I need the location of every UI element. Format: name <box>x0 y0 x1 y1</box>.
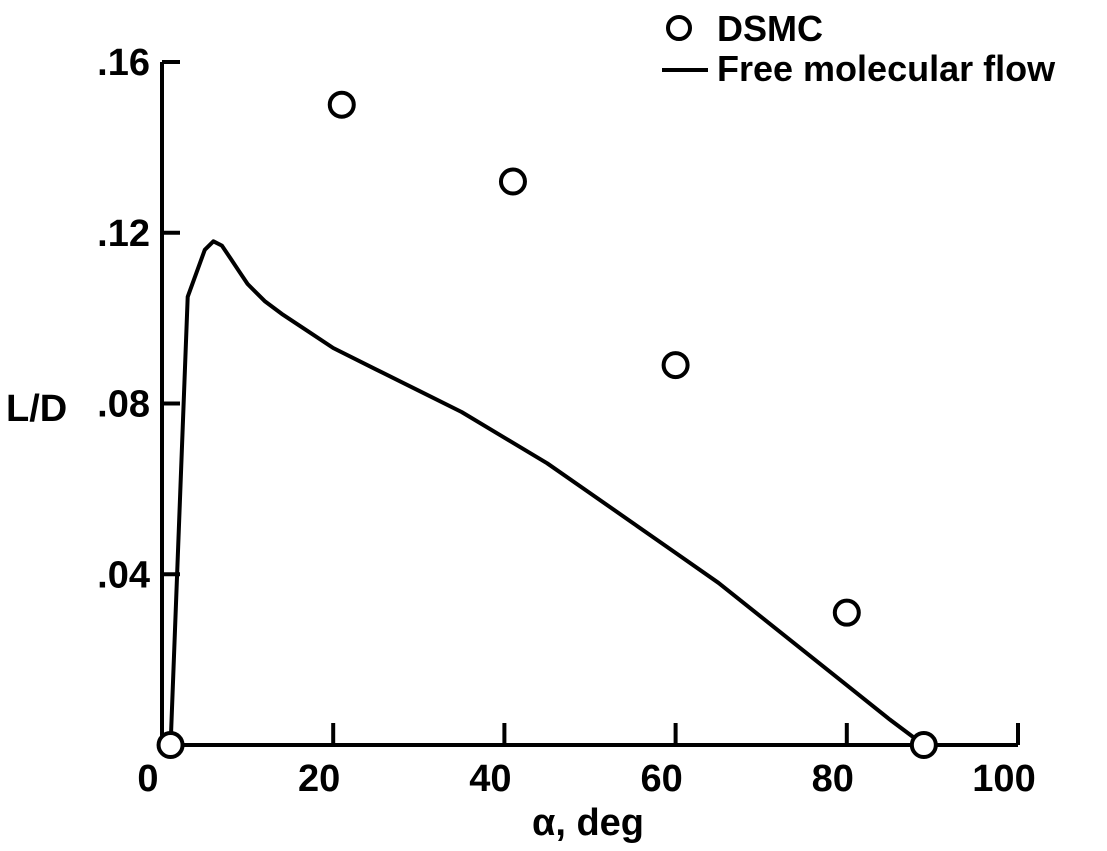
x-axis-ticks: 0 20 40 60 80 100 <box>137 723 1036 800</box>
dsmc-point <box>156 731 185 759</box>
legend-free-molecular-flow-label: Free molecular flow <box>717 48 1056 89</box>
legend-dsmc-marker <box>666 15 692 41</box>
x-tick-label: 40 <box>469 758 511 800</box>
x-tick-label: 60 <box>640 758 682 800</box>
legend: DSMC Free molecular flow <box>662 8 1056 89</box>
y-axis-ticks: .04 .08 .12 .16 <box>97 42 180 596</box>
dsmc-point <box>661 351 690 380</box>
x-axis-label: α, deg <box>532 802 644 844</box>
y-tick-label: .08 <box>97 384 150 426</box>
y-tick-label: .16 <box>97 42 150 84</box>
dsmc-series <box>156 90 938 759</box>
dsmc-point <box>498 167 527 196</box>
dsmc-point <box>327 90 356 119</box>
x-tick-label: 80 <box>812 758 854 800</box>
y-tick-label: .04 <box>97 554 150 596</box>
y-tick-label: .12 <box>97 213 150 255</box>
y-axis-label: L/D <box>6 388 67 430</box>
x-tick-label: 0 <box>137 758 158 800</box>
free-molecular-flow-series <box>168 239 925 747</box>
x-tick-label: 20 <box>298 758 340 800</box>
x-tick-label: 100 <box>972 758 1035 800</box>
free-molecular-flow-line <box>168 239 925 747</box>
dsmc-point <box>832 598 861 627</box>
dsmc-point <box>909 731 938 759</box>
axes <box>160 62 1018 747</box>
legend-dsmc-label: DSMC <box>717 8 823 49</box>
